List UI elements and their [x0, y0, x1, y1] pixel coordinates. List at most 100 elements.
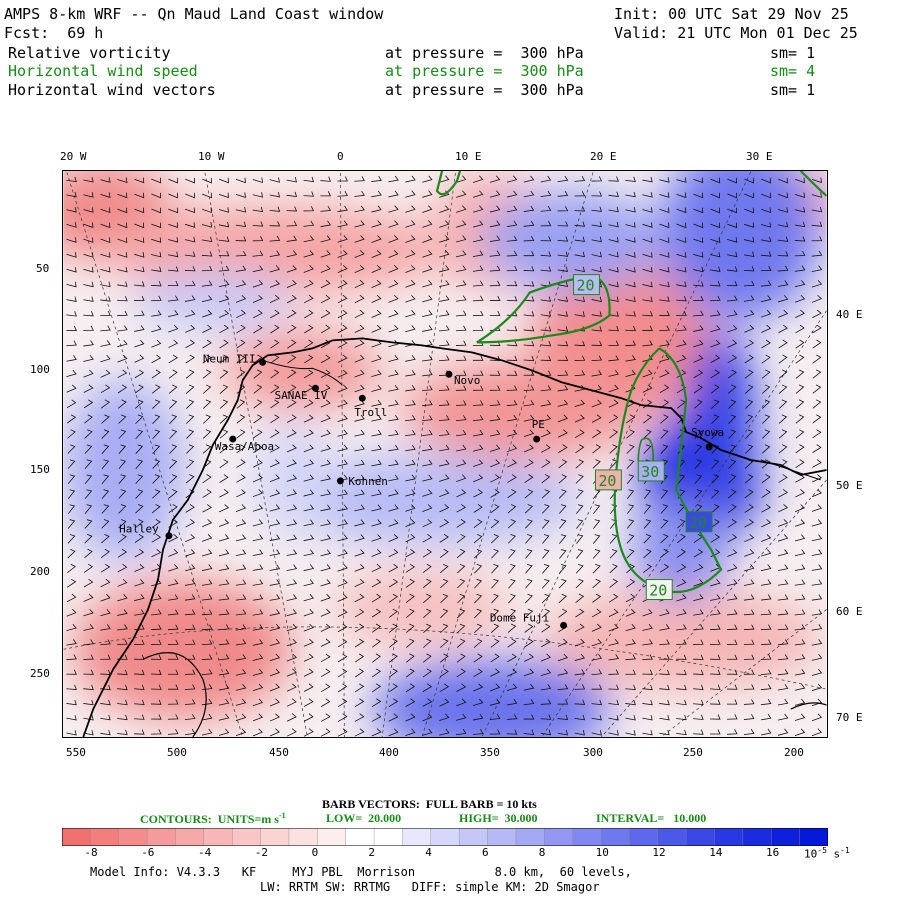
- wind-barb: [727, 251, 738, 258]
- colorbar-cell: [629, 828, 659, 846]
- wind-barb: [303, 519, 315, 527]
- wind-barb: [184, 266, 196, 272]
- wind-barb: [269, 221, 281, 227]
- wind-barb: [591, 730, 602, 736]
- wind-barb: [438, 429, 450, 437]
- wind-barb: [456, 563, 466, 574]
- wind-barb: [744, 324, 755, 333]
- wind-barb: [743, 280, 755, 287]
- wind-barb: [371, 354, 382, 363]
- wind-barb: [676, 714, 687, 721]
- wind-barb: [439, 728, 450, 736]
- wind-barb: [303, 414, 314, 423]
- wind-barb: [524, 519, 533, 529]
- wind-barb: [489, 429, 501, 437]
- contours-legend: CONTOURS: UNITS=m s-1: [140, 811, 286, 827]
- wind-barb: [439, 295, 450, 302]
- wind-barb: [100, 609, 111, 617]
- wind-barb: [473, 668, 483, 678]
- wind-barb: [202, 354, 212, 364]
- wind-barb: [456, 638, 466, 648]
- wind-barb: [507, 608, 517, 619]
- wind-barb: [455, 370, 467, 376]
- wind-barb: [761, 192, 771, 199]
- wind-barb: [185, 549, 196, 557]
- wind-barb: [523, 326, 535, 332]
- wind-barb: [167, 699, 179, 705]
- wind-barb: [218, 280, 230, 287]
- wind-barb: [540, 714, 552, 720]
- wind-barb: [490, 653, 500, 663]
- wind-barb: [557, 206, 569, 212]
- wind-barb: [422, 653, 432, 663]
- wind-barb: [371, 668, 382, 678]
- wind-barb: [67, 563, 76, 573]
- wind-barb: [557, 266, 569, 272]
- wind-barb: [777, 728, 789, 736]
- colorbar-units-base: 10: [804, 847, 818, 861]
- wind-barb: [66, 684, 77, 691]
- wind-barb: [134, 594, 145, 602]
- wind-barb: [659, 281, 670, 288]
- wind-barb: [659, 384, 670, 394]
- wind-barb: [286, 579, 298, 586]
- wind-barb: [269, 549, 281, 556]
- lon-label-60e: 60 E: [836, 605, 863, 618]
- wind-barb: [812, 309, 822, 319]
- wind-barb: [473, 489, 484, 498]
- wind-barb: [423, 608, 432, 619]
- wind-barb: [456, 623, 466, 634]
- wind-barb: [693, 699, 704, 705]
- wind-barb: [710, 339, 721, 348]
- wind-barb: [777, 280, 789, 287]
- station-label: Novo: [454, 374, 480, 387]
- wind-barb: [66, 281, 77, 288]
- wind-barb: [507, 668, 518, 677]
- wind-barb: [523, 340, 535, 347]
- wind-barb: [439, 548, 449, 558]
- wind-barb: [202, 399, 212, 409]
- wind-barb: [354, 638, 365, 648]
- wind-barb: [608, 281, 619, 288]
- wind-barb: [711, 414, 720, 424]
- wind-barb: [506, 296, 518, 302]
- wind-barb: [252, 294, 263, 303]
- colorbar-cell: [288, 828, 319, 846]
- colorbar-units-suffix-exp: -1: [840, 846, 850, 855]
- wind-barb: [236, 324, 246, 334]
- wind-barb: [422, 355, 433, 362]
- wind-barb: [388, 623, 398, 633]
- wind-barb: [473, 683, 484, 692]
- wind-barb: [557, 638, 568, 647]
- wind-barb: [236, 459, 246, 468]
- wind-barb: [676, 340, 687, 347]
- wind-barb: [117, 533, 127, 544]
- valid-time: Valid: 21 UTC Mon 01 Dec 25: [614, 24, 858, 42]
- wind-barb: [745, 429, 754, 439]
- wind-barb: [507, 474, 517, 483]
- wind-barb: [66, 699, 77, 706]
- wind-barb: [473, 474, 484, 483]
- wind-barb: [219, 384, 229, 394]
- wind-barb: [694, 399, 703, 409]
- wind-barb: [760, 564, 772, 572]
- colorbar-cell: [146, 828, 177, 846]
- wind-barb: [422, 370, 433, 377]
- wind-barb: [320, 250, 331, 258]
- wind-barb: [134, 548, 145, 558]
- wind-barb: [761, 489, 771, 498]
- wind-barb: [117, 563, 128, 573]
- wind-barb: [693, 609, 704, 616]
- wind-barb: [811, 624, 823, 631]
- wind-barb: [574, 355, 586, 361]
- wind-barb: [540, 236, 552, 242]
- wind-barb: [168, 207, 179, 214]
- wind-barb: [66, 639, 77, 646]
- wind-barb: [202, 192, 212, 199]
- wind-barb: [625, 252, 636, 258]
- wind-barb: [354, 265, 365, 274]
- wind-barb: [473, 519, 483, 529]
- wind-barb: [727, 534, 738, 543]
- wind-barb: [625, 593, 636, 603]
- wind-barb: [320, 564, 331, 572]
